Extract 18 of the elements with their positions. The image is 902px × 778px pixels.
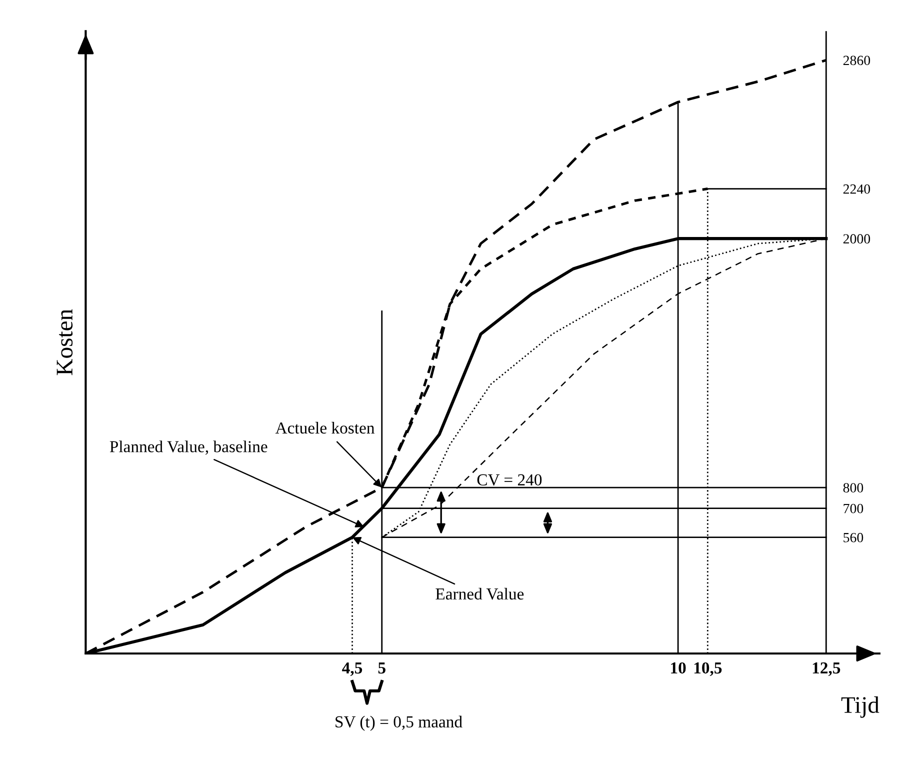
x-tick-label: 5 [378, 662, 386, 674]
annotation: CV = 240 [477, 474, 542, 486]
x-tick-label: 10,5 [694, 662, 722, 676]
y-tick-label: 560 [844, 532, 864, 542]
x-axis-title: Tijd [841, 696, 880, 718]
y-tick-label: 700 [844, 504, 864, 514]
annotation: Earned Value [436, 588, 524, 600]
y-tick-label: 800 [843, 483, 864, 492]
y-tick-label: 2860 [843, 56, 870, 66]
annotation: Actuele kosten [275, 422, 374, 434]
annotation: Planned Value, baseline [110, 440, 268, 455]
y-axis-title: Kosten [56, 309, 73, 376]
y-tick-label: 2000 [843, 234, 870, 244]
x-tick-label: 12,5 [812, 662, 840, 676]
text: SV (t) = 0,5 maand [336, 716, 462, 731]
x-tick-label: 10 [671, 662, 686, 674]
x-tick-label: 4,5 [342, 662, 362, 676]
y-tick-label: 2240 [843, 184, 870, 194]
